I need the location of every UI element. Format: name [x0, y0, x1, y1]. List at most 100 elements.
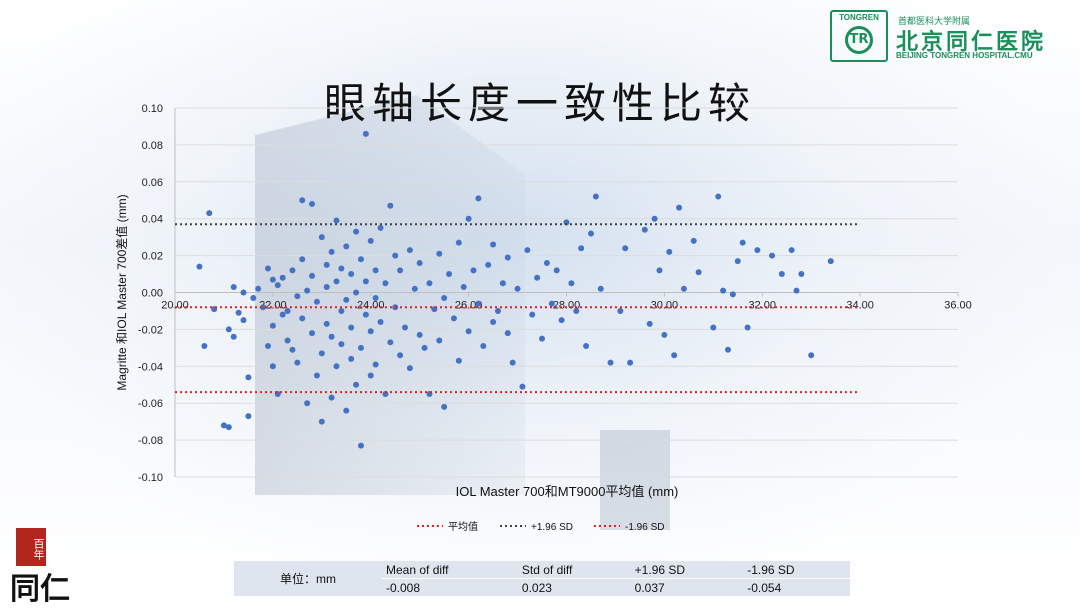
data-point-29: [289, 346, 296, 353]
data-point-36: [304, 287, 311, 294]
data-point-129: [553, 267, 560, 274]
x-tick-label-2: 24.00: [357, 300, 385, 312]
data-point-61: [348, 271, 355, 278]
logo-university-name: 首都医科大学附属: [898, 17, 971, 27]
data-point-123: [524, 247, 531, 254]
stats-value-std: 0.023: [517, 578, 631, 596]
data-point-136: [587, 230, 594, 237]
data-point-14: [250, 295, 257, 302]
data-point-79: [377, 319, 384, 326]
data-point-53: [333, 217, 340, 224]
data-point-133: [573, 307, 580, 314]
data-point-147: [661, 331, 668, 338]
y-tick-label-6: -0.02: [138, 324, 163, 336]
data-point-21: [269, 322, 276, 329]
data-point-75: [372, 267, 379, 274]
data-point-119: [504, 254, 511, 261]
data-point-144: [646, 320, 653, 327]
stats-value-upper: 0.037: [630, 578, 744, 596]
data-point-101: [441, 403, 448, 410]
data-point-86: [397, 352, 404, 359]
data-point-24: [279, 311, 286, 318]
data-point-9: [235, 309, 242, 316]
data-point-135: [583, 343, 590, 350]
data-point-62: [348, 324, 355, 331]
data-point-115: [490, 241, 497, 248]
data-point-159: [734, 258, 741, 265]
data-point-92: [416, 331, 423, 338]
data-point-95: [426, 280, 433, 287]
data-point-157: [724, 346, 731, 353]
data-point-42: [318, 234, 325, 241]
data-point-50: [328, 333, 335, 340]
data-point-46: [323, 320, 330, 327]
data-point-148: [666, 248, 673, 255]
slide-title: 眼轴长度一致性比较: [323, 79, 756, 128]
data-point-88: [402, 324, 409, 331]
data-point-25: [279, 274, 286, 281]
data-point-35: [304, 400, 311, 407]
data-point-10: [240, 317, 247, 324]
x-tick-label-0: 20.00: [161, 300, 189, 312]
data-point-58: [343, 243, 350, 250]
data-point-22: [274, 282, 281, 289]
data-point-74: [367, 328, 374, 335]
hospital-logo: TONGREN TR 首都医科大学附属 北京同仁医院 BEIJING TONGR…: [830, 10, 1075, 62]
data-point-37: [309, 330, 316, 337]
data-point-5: [225, 424, 232, 431]
legend-label-1: +1.96 SD: [531, 522, 573, 533]
data-point-40: [313, 372, 320, 379]
data-point-110: [475, 300, 482, 307]
data-point-164: [778, 271, 785, 278]
legend-label-0: 平均值: [448, 520, 478, 533]
data-point-67: [357, 256, 364, 263]
data-point-154: [710, 324, 717, 331]
data-point-32: [299, 197, 306, 204]
data-point-150: [676, 204, 683, 211]
data-point-156: [720, 287, 727, 294]
x-tick-label-6: 32.00: [748, 300, 776, 312]
data-point-47: [323, 283, 330, 290]
data-point-1: [201, 343, 208, 350]
y-tick-label-2: 0.06: [142, 177, 163, 189]
data-point-162: [754, 247, 761, 254]
data-point-12: [245, 374, 252, 381]
x-tick-label-3: 26.00: [455, 300, 483, 312]
data-point-100: [441, 295, 448, 302]
data-point-52: [333, 363, 340, 370]
data-point-16: [260, 304, 267, 311]
data-point-66: [357, 442, 364, 449]
data-point-163: [769, 252, 776, 259]
data-point-2: [206, 210, 213, 217]
data-point-4: [220, 422, 227, 429]
data-point-82: [387, 202, 394, 209]
data-point-78: [377, 224, 384, 231]
data-point-6: [225, 326, 232, 333]
stats-unit-label: 单位：mm: [280, 572, 336, 586]
data-point-109: [470, 267, 477, 274]
data-point-139: [607, 359, 614, 366]
data-point-19: [269, 363, 276, 370]
data-point-38: [309, 200, 316, 207]
data-point-72: [367, 372, 374, 379]
data-point-93: [416, 259, 423, 266]
data-point-65: [353, 289, 360, 296]
stats-value-mean: -0.008: [382, 578, 518, 596]
data-point-165: [788, 247, 795, 254]
data-point-141: [622, 245, 629, 252]
data-point-27: [284, 307, 291, 314]
y-axis-title: Magritte 和IOL Master 700差值 (mm): [114, 194, 129, 390]
x-tick-label-4: 28.00: [553, 300, 581, 312]
data-point-126: [539, 335, 546, 342]
data-point-138: [597, 285, 604, 292]
data-point-114: [490, 319, 497, 326]
data-point-91: [411, 285, 418, 292]
data-point-57: [343, 407, 350, 414]
data-point-111: [475, 195, 482, 202]
data-point-81: [382, 280, 389, 287]
y-tick-label-8: -0.06: [138, 398, 163, 410]
hospital-building-watermark-2: [600, 430, 670, 530]
data-point-107: [465, 328, 472, 335]
stats-value-lower: -0.054: [743, 578, 850, 596]
data-point-54: [338, 307, 345, 314]
